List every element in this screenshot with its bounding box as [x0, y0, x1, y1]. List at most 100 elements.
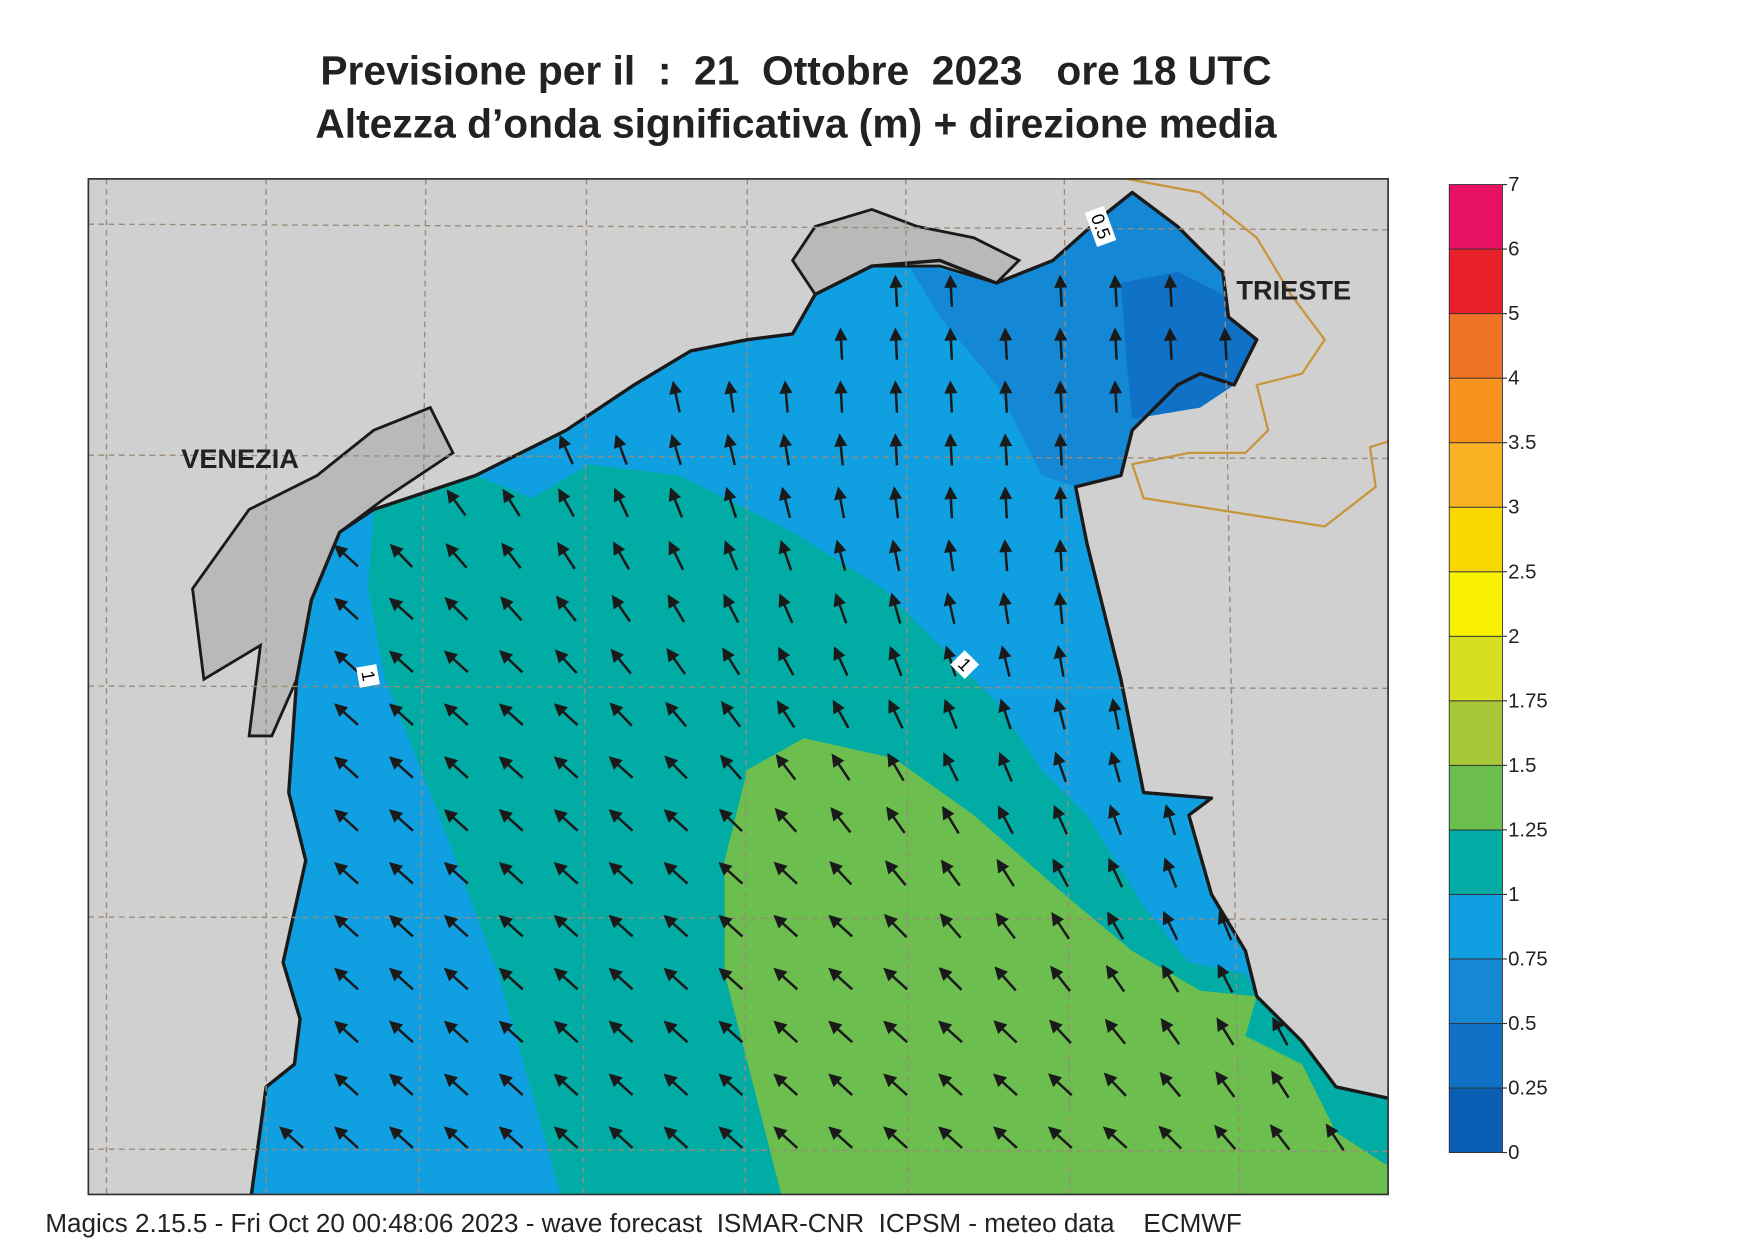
arrow	[612, 541, 631, 570]
arrow	[1162, 910, 1179, 941]
arrow	[1214, 1124, 1237, 1150]
arrow	[999, 486, 1013, 519]
colorbar-label: 5	[1508, 303, 1519, 325]
arrow	[613, 434, 628, 465]
arrow	[1054, 538, 1068, 572]
arrow	[1158, 1125, 1182, 1150]
arrow	[388, 967, 414, 991]
arrow	[608, 809, 634, 832]
arrow	[388, 756, 414, 779]
arrow	[1105, 964, 1126, 993]
contour-label-group: 1	[950, 650, 980, 679]
arrow	[608, 861, 634, 885]
arrow	[443, 861, 469, 885]
colorbar-segment	[1448, 571, 1503, 637]
arrow	[999, 433, 1013, 466]
arrow	[334, 597, 359, 621]
arrow	[334, 1126, 359, 1149]
colorbar-label: 0	[1508, 1142, 1519, 1164]
arrow	[1053, 591, 1068, 625]
colorbar-label: 0.5	[1508, 1013, 1536, 1035]
footer: Magics 2.15.5 - Fri Oct 20 00:48:06 2023…	[45, 1208, 1241, 1238]
arrow	[724, 433, 737, 466]
arrow	[388, 703, 414, 726]
arrow	[666, 647, 687, 675]
colorbar-segment	[1448, 506, 1503, 573]
colorbar-segment	[1448, 1087, 1503, 1154]
colorbar-label: 1	[1508, 884, 1519, 906]
arrow	[723, 486, 738, 518]
arrow	[443, 1073, 469, 1096]
arrow	[833, 539, 847, 571]
arrow	[443, 1126, 469, 1149]
arrow	[888, 645, 903, 677]
arrow	[498, 1073, 524, 1096]
arrow	[498, 756, 524, 779]
arrow	[944, 433, 958, 466]
arrow	[498, 1020, 524, 1044]
arrow	[1108, 857, 1124, 888]
arrow	[498, 1126, 524, 1149]
arrow	[939, 913, 962, 939]
colorbar-segment	[1448, 248, 1503, 315]
arrow	[1216, 1017, 1235, 1046]
arrow	[608, 967, 634, 991]
arrow	[943, 752, 959, 782]
colorbar-segment	[1448, 442, 1503, 508]
arrow	[834, 327, 848, 360]
arrow	[1053, 644, 1067, 677]
arrow	[388, 1073, 414, 1096]
colorbar-label: 7	[1508, 174, 1519, 196]
arrow	[553, 914, 579, 938]
arrow	[669, 380, 683, 413]
arrow	[1048, 1073, 1073, 1097]
arrow	[719, 754, 743, 780]
arrow	[944, 327, 958, 360]
arrow	[995, 912, 1016, 940]
arrow	[1053, 698, 1067, 730]
arrow	[334, 809, 359, 832]
sea-region	[905, 192, 1257, 487]
arrow	[993, 1020, 1018, 1044]
arrow	[773, 1020, 799, 1044]
arrow	[718, 1073, 744, 1096]
arrow	[888, 592, 902, 624]
arrow	[776, 700, 796, 729]
arrow	[778, 539, 793, 571]
arrow	[1054, 433, 1068, 466]
arrow	[1109, 380, 1123, 413]
arrow	[718, 1126, 744, 1149]
arrow	[1054, 380, 1068, 413]
arrow	[831, 753, 851, 781]
arrow	[889, 327, 903, 360]
colorbar-segment	[1448, 958, 1503, 1024]
arrow	[1054, 274, 1068, 307]
arrow	[722, 647, 741, 676]
arrow	[663, 914, 689, 938]
arrow	[721, 701, 742, 728]
arrow	[942, 805, 960, 835]
arrow	[1051, 911, 1071, 940]
arrow	[832, 699, 850, 729]
arrow	[773, 967, 799, 991]
colorbar-segment	[1448, 764, 1503, 831]
arrow	[443, 809, 469, 832]
arrow	[718, 967, 744, 991]
arrow	[389, 543, 414, 568]
arrow	[724, 380, 738, 413]
city-label: VENEZIA	[181, 443, 299, 474]
arrow	[998, 592, 1012, 625]
arrow	[1159, 1071, 1182, 1098]
title-line: Previsione per il : 21 Ottobre 2023 ore …	[320, 47, 1271, 93]
colorbar-label: 0.75	[1508, 948, 1548, 970]
arrow	[553, 703, 579, 726]
arrow	[663, 967, 689, 991]
map	[88, 178, 1389, 1195]
arrow	[608, 914, 634, 938]
arrow	[663, 1020, 689, 1044]
arrow	[334, 703, 359, 726]
arrow	[1109, 327, 1123, 360]
arrow	[1215, 1071, 1236, 1098]
arrow	[828, 967, 854, 991]
arrow	[443, 967, 469, 991]
